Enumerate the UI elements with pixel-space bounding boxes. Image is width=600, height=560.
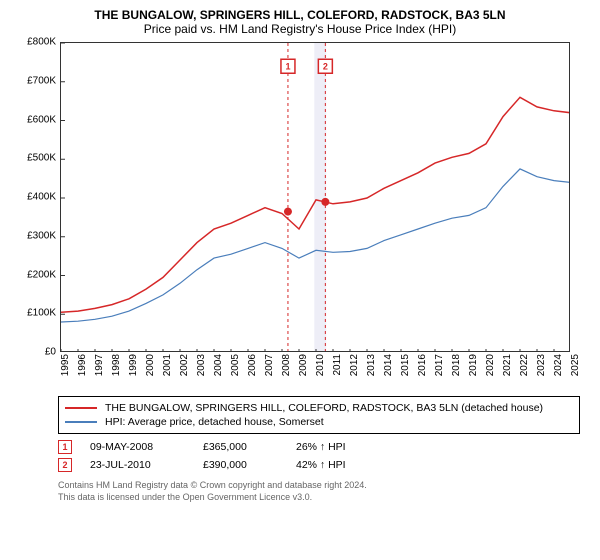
x-tick-label: 2011	[332, 354, 343, 376]
legend-item: THE BUNGALOW, SPRINGERS HILL, COLEFORD, …	[65, 401, 573, 415]
x-tick-label: 2001	[162, 354, 173, 376]
x-tick-label: 2019	[468, 354, 479, 376]
plot-svg: 12	[61, 43, 570, 352]
sale-row: 2 23-JUL-2010 £390,000 42% ↑ HPI	[58, 456, 580, 474]
svg-text:2: 2	[323, 61, 328, 71]
chart-title: THE BUNGALOW, SPRINGERS HILL, COLEFORD, …	[10, 8, 590, 22]
sale-price: £365,000	[203, 441, 278, 453]
legend-label: THE BUNGALOW, SPRINGERS HILL, COLEFORD, …	[105, 402, 543, 414]
legend-label: HPI: Average price, detached house, Some…	[105, 416, 324, 428]
x-tick-label: 2014	[383, 354, 394, 376]
x-tick-label: 2005	[230, 354, 241, 376]
x-tick-label: 2016	[417, 354, 428, 376]
x-tick-label: 2000	[145, 354, 156, 376]
plot-area: 12	[60, 42, 570, 352]
x-tick-label: 2006	[247, 354, 258, 376]
x-tick-label: 2007	[264, 354, 275, 376]
sale-marker-icon: 1	[58, 440, 72, 454]
y-tick-label: £600K	[27, 114, 56, 125]
x-tick-label: 1998	[111, 354, 122, 376]
y-tick-label: £400K	[27, 192, 56, 203]
x-tick-label: 2025	[570, 354, 581, 376]
x-tick-label: 2013	[366, 354, 377, 376]
footer-line-1: Contains HM Land Registry data © Crown c…	[58, 480, 580, 492]
x-tick-label: 2012	[349, 354, 360, 376]
x-tick-label: 2017	[434, 354, 445, 376]
legend-swatch	[65, 421, 97, 423]
sale-hpi-diff: 26% ↑ HPI	[296, 441, 371, 453]
x-tick-label: 1997	[94, 354, 105, 376]
y-tick-label: £300K	[27, 230, 56, 241]
x-tick-label: 2008	[281, 354, 292, 376]
x-tick-label: 2015	[400, 354, 411, 376]
sale-marker-icon: 2	[58, 458, 72, 472]
x-tick-label: 2004	[213, 354, 224, 376]
sale-date: 09-MAY-2008	[90, 441, 185, 453]
x-tick-label: 2024	[553, 354, 564, 376]
x-axis: 1995 1996 1997 1998 1999 2000 2001 2002 2003 2004…	[60, 352, 570, 392]
legend-swatch	[65, 407, 97, 409]
footer-line-2: This data is licensed under the Open Gov…	[58, 492, 580, 504]
y-axis: £0£100K£200K£300K£400K£500K£600K£700K£80…	[10, 42, 60, 352]
x-tick-label: 2022	[519, 354, 530, 376]
x-tick-label: 2021	[502, 354, 513, 376]
legend-box: THE BUNGALOW, SPRINGERS HILL, COLEFORD, …	[58, 396, 580, 434]
y-tick-label: £200K	[27, 269, 56, 280]
legend-item: HPI: Average price, detached house, Some…	[65, 415, 573, 429]
y-tick-label: £100K	[27, 308, 56, 319]
x-tick-label: 1999	[128, 354, 139, 376]
x-tick-label: 2002	[179, 354, 190, 376]
sale-row: 1 09-MAY-2008 £365,000 26% ↑ HPI	[58, 438, 580, 456]
sale-date: 23-JUL-2010	[90, 459, 185, 471]
y-tick-label: £500K	[27, 153, 56, 164]
chart-container: THE BUNGALOW, SPRINGERS HILL, COLEFORD, …	[0, 0, 600, 507]
y-tick-label: £800K	[27, 37, 56, 48]
sale-price: £390,000	[203, 459, 278, 471]
x-tick-label: 2020	[485, 354, 496, 376]
x-tick-label: 2003	[196, 354, 207, 376]
x-tick-label: 1996	[77, 354, 88, 376]
svg-text:1: 1	[285, 61, 290, 71]
chart-subtitle: Price paid vs. HM Land Registry's House …	[10, 22, 590, 36]
footer-attribution: Contains HM Land Registry data © Crown c…	[58, 480, 580, 503]
sale-hpi-diff: 42% ↑ HPI	[296, 459, 371, 471]
x-tick-label: 1995	[60, 354, 71, 376]
sales-table: 1 09-MAY-2008 £365,000 26% ↑ HPI 2 23-JUL-201…	[58, 438, 580, 474]
y-tick-label: £700K	[27, 75, 56, 86]
x-tick-label: 2010	[315, 354, 326, 376]
y-tick-label: £0	[45, 347, 56, 358]
x-tick-label: 2023	[536, 354, 547, 376]
chart-area: £0£100K£200K£300K£400K£500K£600K£700K£80…	[10, 42, 590, 392]
x-tick-label: 2018	[451, 354, 462, 376]
x-tick-label: 2009	[298, 354, 309, 376]
